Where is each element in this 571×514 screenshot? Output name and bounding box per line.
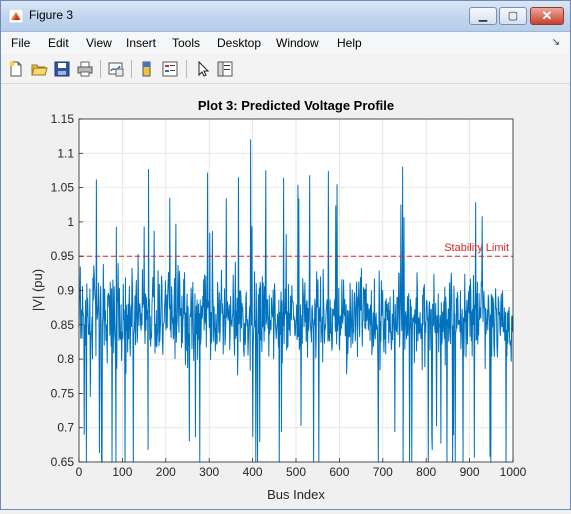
print-icon[interactable] — [76, 60, 94, 78]
close-button[interactable]: ✕ — [530, 7, 564, 25]
y-axis-ticks: 0.65 0.7 0.75 0.8 0.85 0.9 0.95 1 1.05 1.1 1.15 — [51, 112, 83, 469]
x-tick-label: 200 — [156, 465, 176, 479]
toolbar-separator — [131, 60, 132, 78]
y-tick-label: 0.9 — [57, 284, 74, 298]
x-tick-label: 100 — [112, 465, 132, 479]
x-axis-ticks: 0 100 200 300 400 500 600 700 800 900 1000 — [76, 458, 527, 479]
open-file-icon[interactable] — [30, 60, 48, 78]
menu-insert[interactable]: Insert — [126, 36, 157, 50]
legend-icon[interactable] — [161, 60, 179, 78]
menu-view[interactable]: View — [86, 36, 112, 50]
y-tick-label: 1 — [67, 215, 74, 229]
y-tick-label: 0.7 — [57, 421, 74, 435]
save-icon[interactable] — [53, 60, 71, 78]
y-tick-label: 0.65 — [51, 455, 75, 469]
link-plot-icon[interactable] — [107, 60, 125, 78]
series-line — [78, 139, 514, 463]
y-tick-label: 0.95 — [51, 249, 75, 263]
y-tick-label: 1.05 — [51, 181, 75, 195]
minimize-button[interactable]: ▁ — [469, 7, 497, 25]
x-tick-label: 300 — [199, 465, 219, 479]
title-bar[interactable]: Figure 3 ▁ ▢ ✕ — [1, 1, 570, 32]
x-tick-label: 600 — [329, 465, 349, 479]
figure-toolbar — [1, 55, 570, 84]
y-tick-label: 0.8 — [57, 352, 74, 366]
window-title: Figure 3 — [29, 8, 74, 22]
maximize-button[interactable]: ▢ — [499, 7, 527, 25]
y-tick-label: 1.1 — [57, 146, 74, 160]
menu-bar: File Edit View Insert Tools Desktop Wind… — [1, 32, 570, 54]
toolbar-separator — [100, 60, 101, 78]
new-figure-icon[interactable] — [7, 60, 25, 78]
menu-edit[interactable]: Edit — [48, 36, 69, 50]
stability-limit-label: Stability Limit — [444, 242, 509, 254]
menu-desktop[interactable]: Desktop — [217, 36, 262, 50]
voltage-profile-plot[interactable]: Stability Limit 0 100 200 300 400 500 600 700 80… — [2, 84, 570, 509]
close-icon: ✕ — [541, 8, 553, 23]
x-axis-label: Bus Index — [267, 487, 325, 502]
y-tick-label: 0.85 — [51, 318, 75, 332]
menu-help[interactable]: Help — [337, 36, 362, 50]
x-tick-label: 900 — [460, 465, 480, 479]
x-tick-label: 400 — [243, 465, 263, 479]
x-tick-label: 500 — [286, 465, 306, 479]
dock-arrow-icon[interactable]: ↘ — [551, 37, 560, 48]
y-axis-label: |V| (pu) — [30, 269, 45, 311]
figure-canvas: Stability Limit 0 100 200 300 400 500 600 700 80… — [2, 84, 570, 509]
x-tick-label: 700 — [373, 465, 393, 479]
menu-file[interactable]: File — [11, 36, 31, 50]
y-tick-label: 1.15 — [51, 112, 75, 126]
maximize-icon: ▢ — [507, 10, 519, 22]
toolbar-separator — [186, 60, 187, 78]
x-tick-label: 800 — [416, 465, 436, 479]
matlab-icon — [9, 9, 23, 23]
pointer-icon[interactable] — [194, 60, 212, 78]
x-tick-label: 1000 — [500, 465, 527, 479]
property-editor-icon[interactable] — [216, 60, 234, 78]
chart-title: Plot 3: Predicted Voltage Profile — [198, 98, 394, 113]
menu-window[interactable]: Window — [276, 36, 319, 50]
menu-tools[interactable]: Tools — [172, 36, 201, 50]
minimize-icon: ▁ — [478, 10, 488, 22]
x-tick-label: 0 — [76, 465, 83, 479]
colorbar-icon[interactable] — [138, 60, 156, 78]
y-tick-label: 0.75 — [51, 386, 75, 400]
